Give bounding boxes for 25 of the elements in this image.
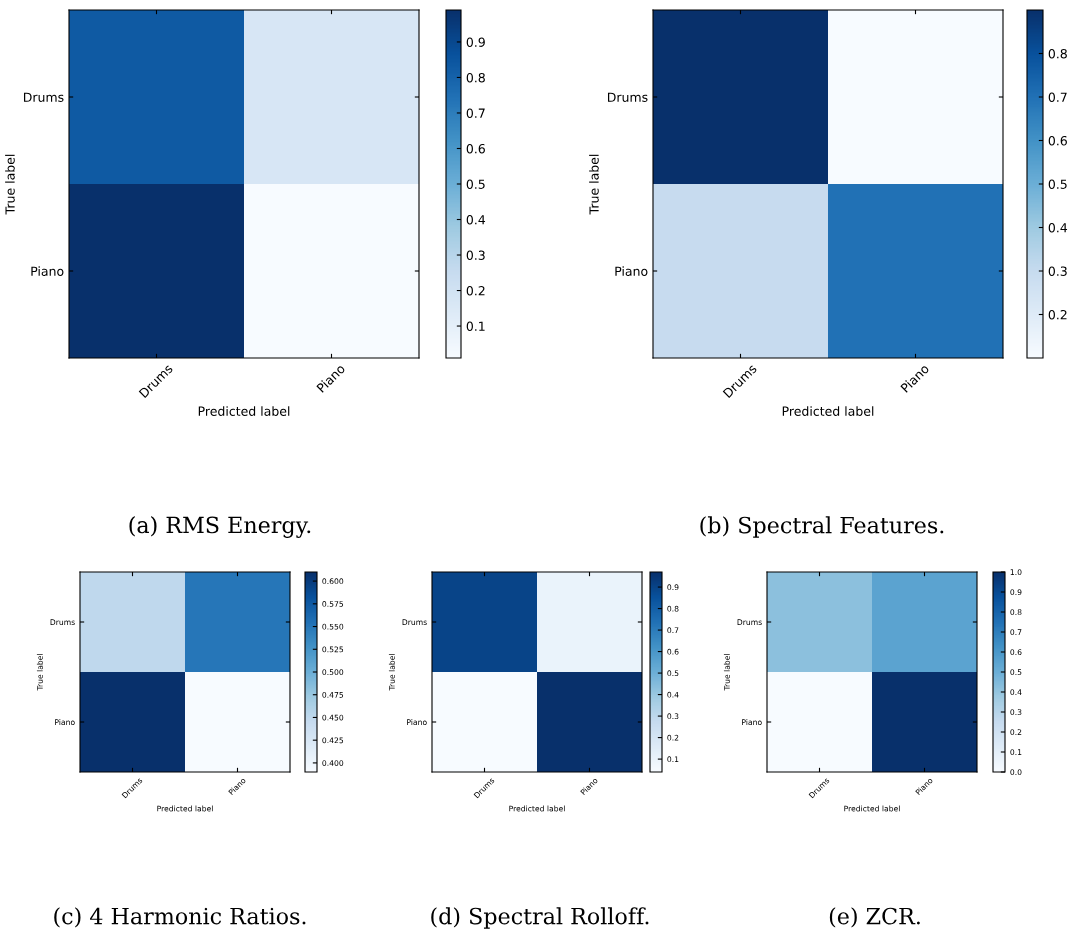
color-bar-label: 0.2 <box>1048 309 1067 320</box>
text: (c) 4 Harmonic Ratios. <box>54 907 306 928</box>
color-bar-label: 0.7 <box>466 108 485 118</box>
text: (a) RMS Energy. <box>129 516 311 538</box>
y-axis-title: True label <box>589 154 599 215</box>
y-axis-title: True label <box>5 154 15 215</box>
color-bar-label: 0.4 <box>1048 222 1068 233</box>
color-bar-label: 0.3 <box>466 250 485 260</box>
color-bar-label: 0.2 <box>466 286 485 296</box>
color-bar-label: 0.6 <box>1048 135 1067 146</box>
x-axis-title: Predicted label <box>198 406 290 416</box>
text: (e) ZCR. <box>829 907 920 928</box>
color-bar-label: 0.9 <box>466 37 485 47</box>
color-bar-label: 0.4 <box>466 214 486 225</box>
color-bar-label: 0.7 <box>1048 92 1067 102</box>
color-bar-label: 0.6 <box>466 143 485 154</box>
color-bar-label: 0.8 <box>1048 48 1067 59</box>
color-bar-label: 0.3 <box>1048 266 1067 276</box>
color-bar-label: 0.1 <box>466 321 485 331</box>
color-bar-label: 0.5 <box>1048 179 1067 189</box>
x-axis-title: Predicted label <box>782 406 874 416</box>
text: (d) Spectral Rolloff. <box>431 907 649 929</box>
color-bar-label: 0.8 <box>466 72 485 83</box>
text: (b) Spectral Features. <box>700 516 944 538</box>
color-bar-label: 0.5 <box>466 179 485 189</box>
